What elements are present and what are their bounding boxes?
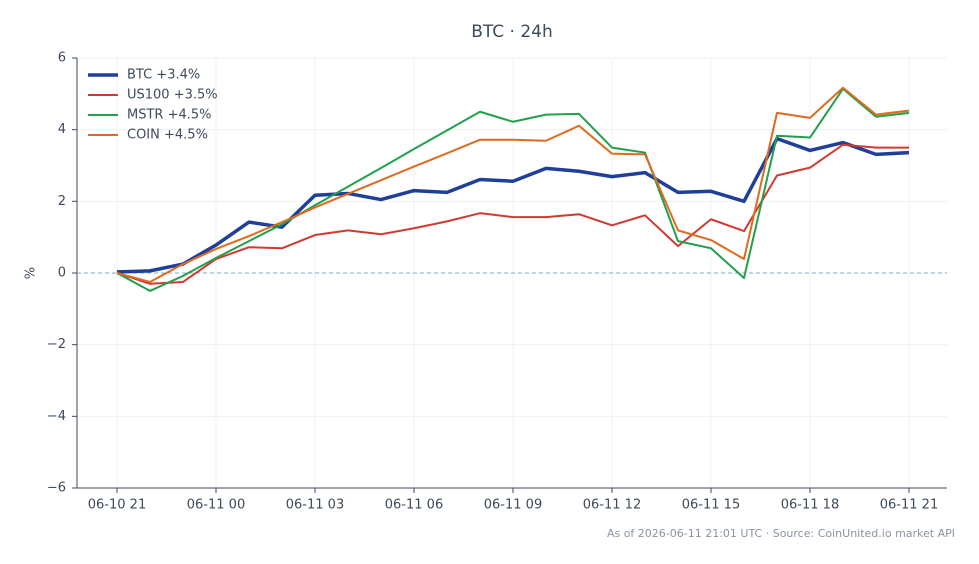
x-tick-label: 06-11 18 [781,498,839,513]
series-line [116,86,910,283]
y-tick-label: 0 [58,266,66,281]
y-tick-label: 4 [58,122,66,137]
x-tick-label: 06-11 00 [187,498,245,513]
y-tick-label: −4 [47,409,66,424]
x-tick-label: 06-11 21 [880,498,938,513]
chart-title: BTC · 24h [471,22,553,42]
x-tick-label: 06-11 12 [583,498,641,513]
footnote: As of 2026-06-11 21:01 UTC · Source: Coi… [607,527,955,540]
y-tick-label: −6 [47,481,66,496]
x-tick-label: 06-11 09 [484,498,542,513]
x-tick-label: 06-10 21 [88,498,146,513]
series-line [116,87,910,292]
legend-label: BTC +3.4% [127,68,200,83]
y-tick-label: −2 [47,337,66,352]
y-tick-label: 6 [58,51,66,66]
y-tick-label: 2 [58,194,66,209]
legend-label: MSTR +4.5% [127,108,212,123]
y-axis-label: % [24,267,39,279]
x-tick-label: 06-11 06 [385,498,443,513]
x-tick-label: 06-11 03 [286,498,344,513]
legend-label: US100 +3.5% [127,88,218,103]
legend-label: COIN +4.5% [127,128,208,143]
x-tick-label: 06-11 15 [682,498,740,513]
series-line [116,143,909,285]
